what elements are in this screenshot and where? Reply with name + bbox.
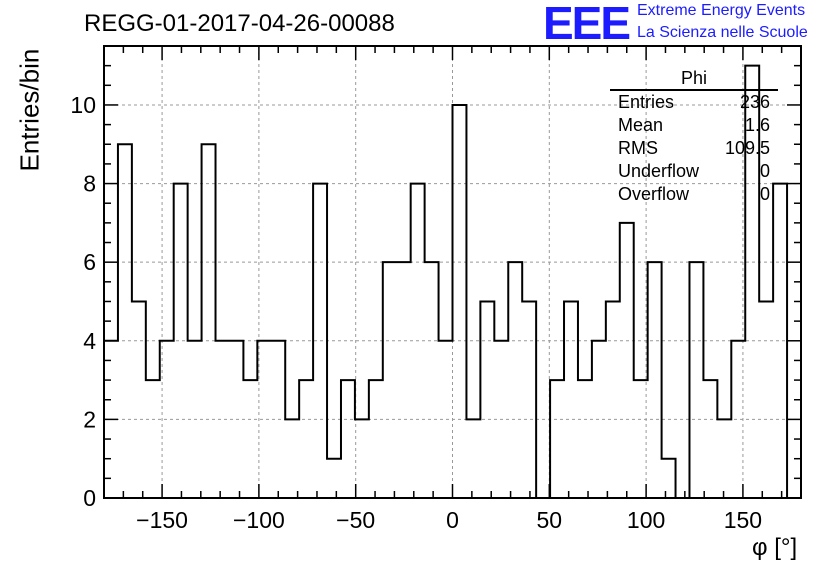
histogram-bin (299, 380, 313, 498)
y-tick-label: 6 (83, 249, 96, 275)
chart-title: REGG-01-2017-04-26-00088 (84, 10, 395, 37)
x-tick-label: −150 (136, 507, 188, 533)
histogram-bin (634, 380, 648, 498)
histogram-bin (383, 262, 397, 498)
stats-row: Underflow 0 (610, 160, 778, 183)
x-tick-label: 50 (537, 507, 563, 533)
histogram-bin (174, 184, 188, 498)
histogram-bin (132, 301, 146, 498)
stats-row-value: 0 (759, 184, 770, 204)
x-tick-label: 100 (627, 507, 665, 533)
histogram-bin (453, 105, 467, 498)
x-tick-label: −100 (233, 507, 285, 533)
histogram-bin (243, 380, 257, 498)
histogram-bin (216, 341, 230, 498)
y-tick-label: 0 (83, 485, 96, 511)
histogram-bin (397, 262, 411, 498)
histogram-bin (341, 380, 355, 498)
histogram-bin (146, 380, 160, 498)
stats-row-value: 0 (759, 161, 770, 181)
histogram-bin (369, 380, 383, 498)
stats-rows: Entries 236 Mean 1.6 RMS 109.5 Underflow 0 Overf… (610, 91, 778, 206)
histogram-bin (717, 419, 731, 498)
stats-box: Phi Entries 236 Mean 1.6 RMS 109.5 Underflow 0 O… (610, 68, 778, 206)
y-axis-label: Entries/bin (14, 48, 45, 172)
stats-row: Entries 236 (610, 91, 778, 114)
histogram-bin (564, 301, 578, 498)
logo-line-1: Extreme Energy Events (637, 2, 806, 19)
x-tick-label: 150 (724, 507, 762, 533)
histogram-bin (257, 341, 271, 498)
histogram-bin (648, 262, 662, 498)
stats-row-value: 109.5 (724, 138, 770, 158)
stats-row-value: 236 (739, 92, 770, 112)
x-tick-label: −50 (336, 507, 375, 533)
histogram-bin (522, 301, 536, 498)
stats-row-label: Mean (618, 115, 664, 135)
histogram-bin (550, 380, 564, 498)
y-tick-label: 8 (83, 171, 96, 197)
histogram-bin (480, 301, 494, 498)
histogram-bin (578, 380, 592, 498)
y-tick-label: 10 (70, 92, 96, 118)
histogram-bin (202, 144, 216, 498)
stats-row-value: 1.6 (744, 115, 770, 135)
histogram-bin (508, 262, 522, 498)
x-tick-label: 0 (446, 507, 459, 533)
histogram-bin (327, 459, 341, 498)
histogram-bin (466, 419, 480, 498)
histogram-bin (689, 262, 703, 498)
histogram-bin (620, 223, 634, 498)
stats-row: Overflow 0 (610, 183, 778, 206)
y-tick-label: 4 (83, 328, 96, 354)
histogram-bin (285, 419, 299, 498)
eee-logo: EEE (543, 0, 631, 49)
stats-row-label: Overflow (618, 184, 690, 204)
stats-row-label: RMS (618, 138, 658, 158)
histogram-bin (606, 301, 620, 498)
logo-line-2: La Scienza nelle Scuole (637, 24, 808, 41)
histogram-bin (355, 419, 369, 498)
stats-row: RMS 109.5 (610, 137, 778, 160)
histogram-bin (662, 459, 676, 498)
x-axis-label: φ [°] (752, 534, 798, 561)
histogram-bin (703, 380, 717, 498)
stats-box-title: Phi (610, 68, 778, 91)
stats-row-label: Underflow (618, 161, 700, 181)
stats-row-label: Entries (618, 92, 675, 112)
stats-row: Mean 1.6 (610, 114, 778, 137)
histogram-bin (118, 144, 132, 498)
histogram-bin (759, 301, 773, 498)
histogram-bin (425, 262, 439, 498)
y-tick-label: 2 (83, 406, 96, 432)
